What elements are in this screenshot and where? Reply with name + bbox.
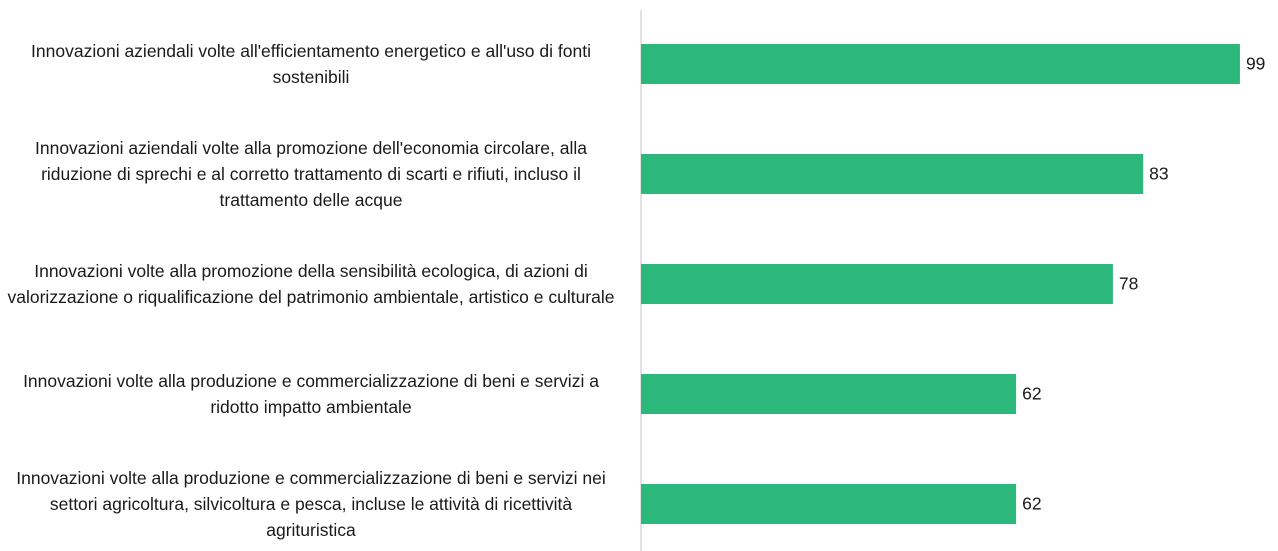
bar xyxy=(641,154,1144,194)
bar xyxy=(641,374,1017,414)
value-label: 62 xyxy=(1022,494,1041,514)
value-label: 62 xyxy=(1022,384,1041,404)
category-label: Innovazioni aziendali volte alla promozi… xyxy=(35,138,587,210)
category-label: Innovazioni volte alla promozione della … xyxy=(7,261,615,307)
bar xyxy=(641,264,1113,304)
category-label: Innovazioni volte alla produzione e comm… xyxy=(23,371,599,417)
value-label: 78 xyxy=(1119,274,1138,294)
value-label: 83 xyxy=(1149,164,1168,184)
bar xyxy=(641,44,1240,84)
category-label: Innovazioni aziendali volte all'efficien… xyxy=(31,41,591,87)
value-label: 99 xyxy=(1246,54,1265,74)
category-label: Innovazioni volte alla produzione e comm… xyxy=(16,468,606,540)
bar xyxy=(641,484,1017,524)
